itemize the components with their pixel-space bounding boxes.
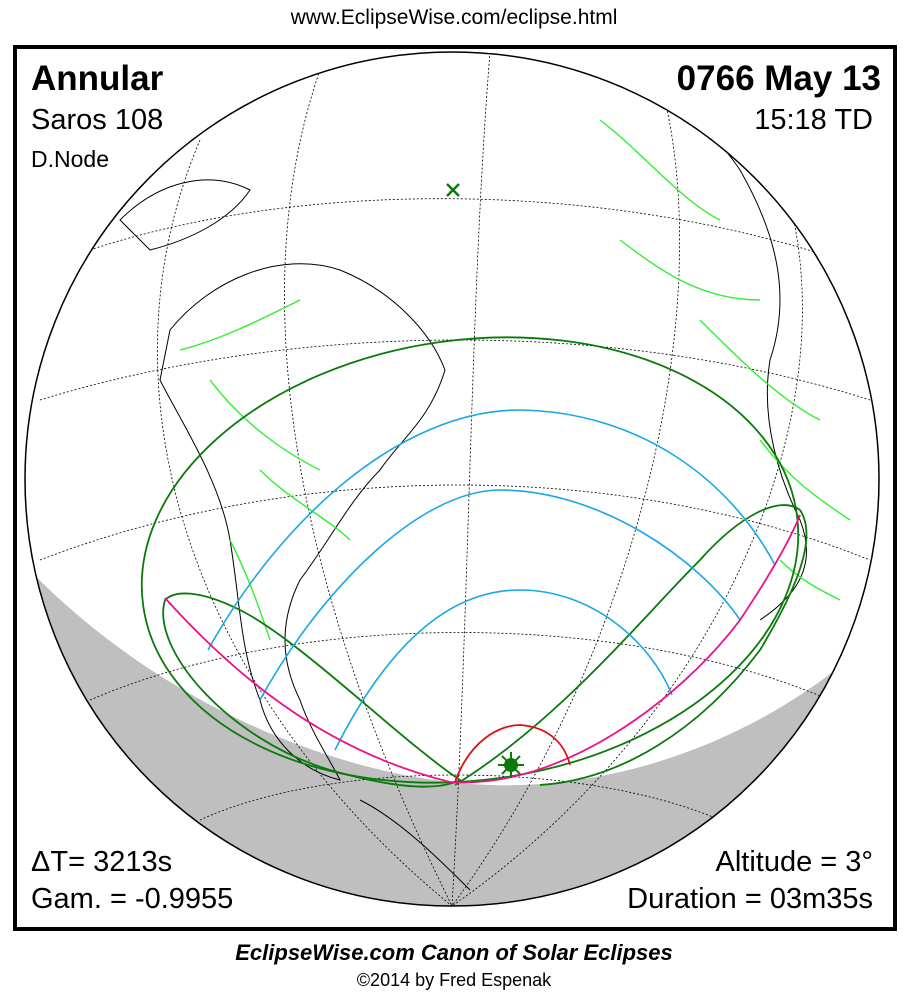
rise-set-curve [164,514,801,784]
footer-title: EclipseWise.com Canon of Solar Eclipses [235,940,673,965]
globe-map [24,51,880,907]
eclipse-date: 0766 May 13 [676,59,881,98]
altitude: Altitude = 3° [715,846,873,878]
globe [25,52,879,906]
gamma: Gam. = -0.9955 [31,883,234,915]
globe-outline [24,51,880,907]
maximum-eclipse-curve [454,724,571,783]
node-label: D.Node [31,146,109,172]
url-text: www.EclipseWise.com/eclipse.html [290,6,618,29]
penumbra-limit-west-loop [162,592,462,788]
penumbra-limit-east-loop [454,504,808,786]
map-frame: Annular Saros 108 D.Node 0766 May 13 15:… [13,45,897,931]
eclipse-type: Annular [31,59,164,98]
footer-copyright: ©2014 by Fred Espenak [356,970,552,990]
magnitude-curves [207,409,776,751]
penumbra-limit-outer [140,336,800,784]
delta-t: ΔT= 3213s [31,846,173,878]
subsolar-point-x-icon [446,183,460,197]
greatest-eclipse-sun-icon [498,752,524,778]
political-borders [179,119,851,641]
saros-number: Saros 108 [31,104,164,136]
duration: Duration = 03m35s [627,883,873,915]
eclipse-time: 15:18 TD [754,104,873,136]
